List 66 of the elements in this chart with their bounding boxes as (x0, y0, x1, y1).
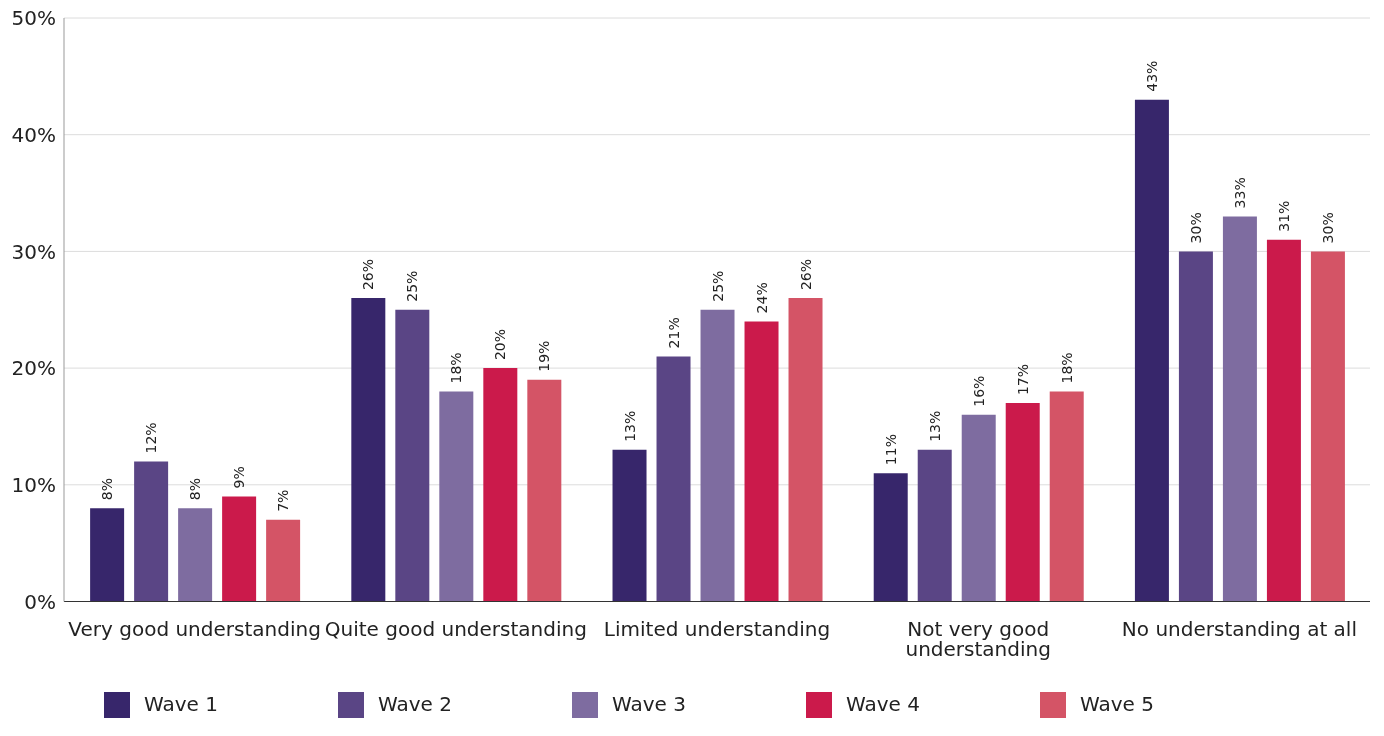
data-label: 25% (404, 270, 421, 302)
bar (1222, 216, 1257, 602)
y-tick-label: 20% (11, 356, 56, 381)
bar (439, 391, 474, 602)
bar (134, 461, 169, 602)
data-label: 18% (448, 352, 465, 384)
bar (351, 298, 386, 602)
bar (1310, 251, 1345, 602)
y-tick-label: 30% (11, 239, 56, 264)
data-label: 17% (1014, 363, 1031, 396)
data-label: 8% (99, 477, 116, 501)
legend-label: Wave 1 (144, 691, 219, 716)
y-tick-label: 10% (11, 472, 56, 497)
bar (656, 356, 691, 602)
bar (1266, 239, 1301, 602)
bar (917, 449, 952, 602)
x-tick-label: Very good understanding (68, 616, 321, 641)
data-label: 18% (1058, 352, 1075, 384)
bar (222, 496, 257, 602)
x-tick-label: Limited understanding (603, 616, 831, 641)
data-label: 24% (753, 282, 770, 314)
data-label: 8% (187, 477, 204, 501)
bar (744, 321, 779, 602)
bar (1178, 251, 1213, 602)
bar (1049, 391, 1084, 602)
data-label: 9% (231, 466, 248, 489)
data-label: 26% (360, 258, 377, 291)
x-tick-label: Quite good understanding (324, 616, 587, 641)
data-label: 43% (1143, 60, 1160, 92)
data-label: 11% (882, 434, 899, 466)
bar (1134, 99, 1169, 602)
bar (873, 473, 908, 602)
bar (90, 508, 125, 602)
bar (483, 368, 518, 602)
y-tick-label: 0% (24, 589, 56, 614)
y-tick-label: 40% (11, 122, 56, 147)
data-label: 13% (926, 410, 943, 442)
data-label: 33% (1231, 177, 1248, 209)
data-label: 7% (275, 489, 292, 512)
y-tick-label: 50% (11, 6, 56, 31)
x-tick-label: No understanding at all (1121, 616, 1357, 641)
bar (178, 508, 213, 602)
bar (612, 449, 647, 602)
data-label: 21% (665, 317, 682, 349)
bar (788, 298, 823, 602)
data-label: 26% (797, 258, 814, 291)
legend-label: Wave 5 (1079, 691, 1154, 716)
data-label: 19% (536, 340, 553, 372)
bar (961, 414, 996, 602)
bar (395, 309, 430, 602)
x-tick-label: Not very good understanding (905, 616, 1051, 661)
bar (527, 379, 562, 602)
data-label: 12% (143, 422, 160, 454)
data-label: 20% (492, 328, 509, 361)
bar (266, 519, 301, 602)
legend-label: Wave 2 (378, 691, 452, 716)
bar (1005, 403, 1040, 602)
bar (700, 309, 735, 602)
legend-label: Wave 3 (612, 691, 686, 716)
legend-label: Wave 4 (845, 691, 920, 716)
data-label: 30% (1319, 212, 1336, 244)
data-label: 30% (1187, 212, 1204, 244)
data-label: 31% (1275, 200, 1292, 232)
data-label: 25% (709, 270, 726, 302)
data-label: 13% (621, 410, 638, 442)
data-label: 16% (970, 375, 987, 407)
